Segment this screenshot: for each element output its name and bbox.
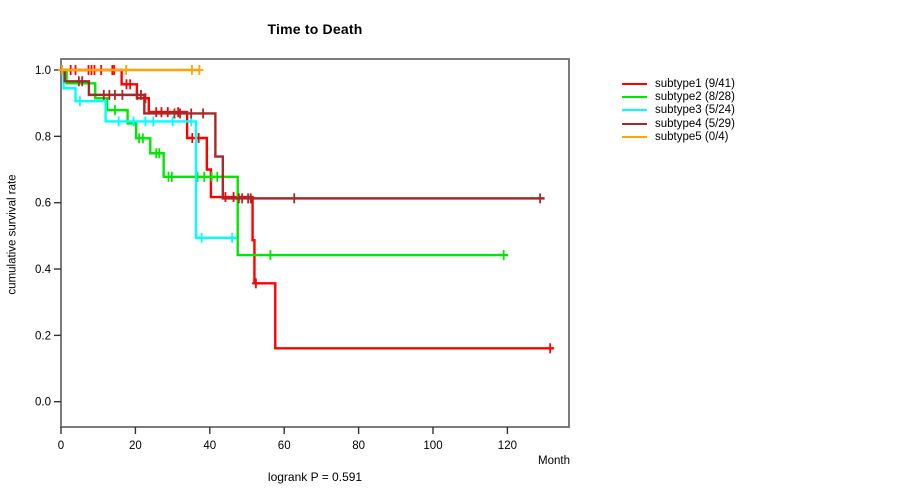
logrank-note: logrank P = 0.591 bbox=[267, 470, 363, 484]
chart-title: Time to Death bbox=[267, 21, 363, 37]
legend-line-subtype2-icon bbox=[622, 96, 647, 99]
censor-marks-subtype2 bbox=[110, 105, 508, 261]
survival-curve-subtype1 bbox=[61, 68, 554, 350]
legend-label-subtype4: subtype4 (5/29) bbox=[655, 117, 735, 130]
y-axis-label: cumulative survival rate bbox=[6, 174, 19, 295]
x-tick-label: 20 bbox=[129, 440, 142, 452]
legend-line-subtype1-icon bbox=[622, 82, 647, 85]
legend-item-subtype1: subtype1 (9/41) bbox=[622, 77, 735, 90]
survival-curve-subtype2 bbox=[61, 68, 509, 257]
y-tick-label: 0.8 bbox=[35, 131, 51, 143]
x-axis: 0 20 40 60 80 100 120 bbox=[58, 427, 517, 452]
y-tick-label: 0.4 bbox=[35, 264, 52, 276]
x-tick-label: 120 bbox=[498, 440, 517, 452]
legend-label-subtype2: subtype2 (8/28) bbox=[655, 91, 735, 104]
legend-label-subtype1: subtype1 (9/41) bbox=[655, 77, 735, 90]
legend: subtype1 (9/41) subtype2 (8/28) subtype3… bbox=[622, 77, 735, 144]
legend-line-subtype3-icon bbox=[622, 109, 647, 112]
x-tick-label: 0 bbox=[58, 440, 64, 452]
x-tick-label: 100 bbox=[423, 440, 442, 452]
survival-curve-subtype4 bbox=[61, 68, 545, 200]
legend-label-subtype5: subtype5 (0/4) bbox=[655, 131, 729, 144]
censor-marks-subtype4 bbox=[74, 76, 545, 204]
y-tick-label: 1.0 bbox=[35, 65, 51, 77]
y-tick-label: 0.0 bbox=[35, 397, 51, 409]
series-subtype5 bbox=[58, 65, 204, 75]
legend-item-subtype2: subtype2 (8/28) bbox=[622, 90, 735, 103]
legend-item-subtype4: subtype4 (5/29) bbox=[622, 117, 735, 130]
plot-border bbox=[60, 58, 570, 428]
legend-line-subtype4-icon bbox=[622, 122, 647, 125]
legend-item-subtype3: subtype3 (5/24) bbox=[622, 104, 735, 117]
y-tick-label: 0.2 bbox=[35, 330, 51, 342]
survival-curve-subtype3 bbox=[61, 68, 237, 240]
series-subtype2 bbox=[61, 68, 509, 261]
x-tick-label: 40 bbox=[203, 440, 216, 452]
series-subtype1 bbox=[61, 65, 555, 354]
censor-marks-subtype3 bbox=[75, 96, 237, 243]
y-tick-label: 0.6 bbox=[35, 198, 51, 210]
x-axis-label: Month bbox=[538, 455, 570, 467]
censor-marks-subtype1 bbox=[66, 65, 555, 354]
legend-label-subtype3: subtype3 (5/24) bbox=[655, 104, 735, 117]
legend-line-subtype5-icon bbox=[622, 136, 647, 139]
censor-marks-subtype5 bbox=[58, 65, 204, 75]
y-axis: 0.0 0.2 0.4 0.6 0.8 1.0 bbox=[35, 65, 61, 409]
x-tick-label: 80 bbox=[352, 440, 365, 452]
series-subtype3 bbox=[61, 68, 237, 243]
legend-item-subtype5: subtype5 (0/4) bbox=[622, 131, 735, 144]
x-tick-label: 60 bbox=[278, 440, 291, 452]
series-subtype4 bbox=[61, 68, 545, 204]
